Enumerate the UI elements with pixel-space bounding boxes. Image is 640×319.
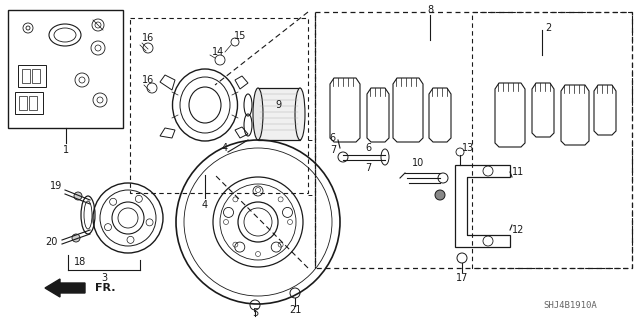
Text: 3: 3 [101,273,107,283]
Ellipse shape [253,88,263,140]
Text: 17: 17 [456,273,468,283]
Text: 4: 4 [222,143,228,153]
Ellipse shape [295,88,305,140]
Text: 1: 1 [63,145,69,155]
Text: 12: 12 [512,225,524,235]
Text: 16: 16 [142,75,154,85]
Text: 15: 15 [234,31,246,41]
Text: 20: 20 [45,237,58,247]
Text: 11: 11 [512,167,524,177]
Bar [8,10,123,128]
Text: 9: 9 [275,100,281,110]
Text: 6: 6 [365,143,371,153]
Bar [19,96,27,110]
Bar [18,65,46,87]
Text: 16: 16 [142,33,154,43]
Text: FR.: FR. [95,283,115,293]
Text: 2: 2 [545,23,551,33]
Text: 14: 14 [212,47,224,57]
Text: 8: 8 [427,5,433,15]
Text: 5: 5 [252,308,258,318]
Circle shape [72,234,80,242]
Circle shape [74,192,82,200]
Text: 6: 6 [330,133,336,143]
Bar [22,69,30,83]
Text: SHJ4B1910A: SHJ4B1910A [543,300,597,309]
Text: 7: 7 [365,163,371,173]
Bar [15,92,43,114]
Text: 21: 21 [289,305,301,315]
Text: 13: 13 [462,143,474,153]
Circle shape [435,190,445,200]
Text: 18: 18 [74,257,86,267]
Text: 19: 19 [50,181,62,191]
Bar [258,88,300,140]
Bar [130,18,308,193]
FancyArrow shape [45,279,85,297]
Bar [32,69,40,83]
Text: 7: 7 [330,145,336,155]
Text: 4: 4 [202,200,208,210]
Text: 10: 10 [412,158,424,168]
Bar [29,96,37,110]
